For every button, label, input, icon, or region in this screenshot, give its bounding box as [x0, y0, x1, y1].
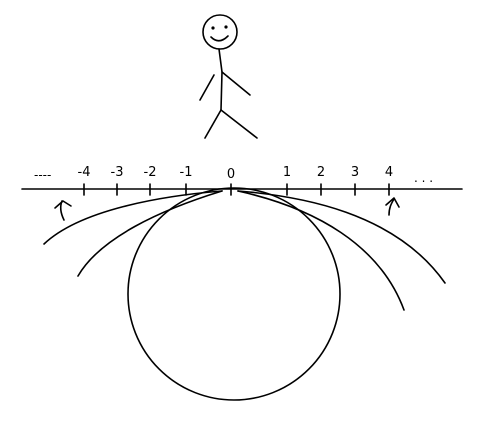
- stick-figure-icon: [199, 14, 258, 139]
- stick-figure-left-eye: [211, 26, 215, 30]
- left-arrow-shaft: [59, 200, 65, 221]
- tick-label: -2: [144, 165, 157, 180]
- stick-figure-body: [218, 48, 223, 111]
- right-arrow-head: [385, 197, 400, 208]
- tick-label: 3: [351, 165, 359, 180]
- curved-lines: [43, 190, 446, 311]
- number-line: ---- . . . -4 -3 -2 -1 0 1 2 3 4: [21, 165, 463, 196]
- tick-label: 1: [283, 165, 291, 180]
- circle-icon: [127, 187, 341, 401]
- stick-figure-left-arm: [199, 74, 215, 101]
- tick-label: 4: [385, 165, 393, 180]
- curved-up-arrow-icon: [54, 200, 72, 221]
- tick-label: -4: [78, 165, 91, 180]
- right-arrow-shaft: [388, 198, 395, 216]
- left-arrow-head: [54, 200, 72, 209]
- number-line-right-ellipsis: . . .: [414, 171, 433, 185]
- stick-figure-right-leg: [220, 109, 258, 139]
- stick-figure-head: [202, 14, 238, 50]
- number-line-ticks: -4 -3 -2 -1 0 1 2 3 4: [78, 165, 393, 196]
- curved-up-arrow-icon: [385, 197, 400, 216]
- tick-label: 2: [317, 165, 325, 180]
- stick-figure-left-leg: [204, 109, 222, 139]
- stick-figure-right-arm: [221, 71, 251, 96]
- stick-figure-right-eye: [224, 25, 228, 29]
- left-inner-arc: [77, 190, 223, 277]
- stick-figure-smile: [210, 35, 229, 42]
- right-outer-arc: [237, 190, 446, 284]
- left-outer-arc: [43, 190, 223, 245]
- tick-label: -3: [111, 165, 124, 180]
- number-line-left-ellipsis: ----: [34, 168, 51, 182]
- tick-label: -1: [180, 165, 193, 180]
- tick-label: 0: [227, 167, 235, 182]
- right-inner-arc: [237, 190, 405, 311]
